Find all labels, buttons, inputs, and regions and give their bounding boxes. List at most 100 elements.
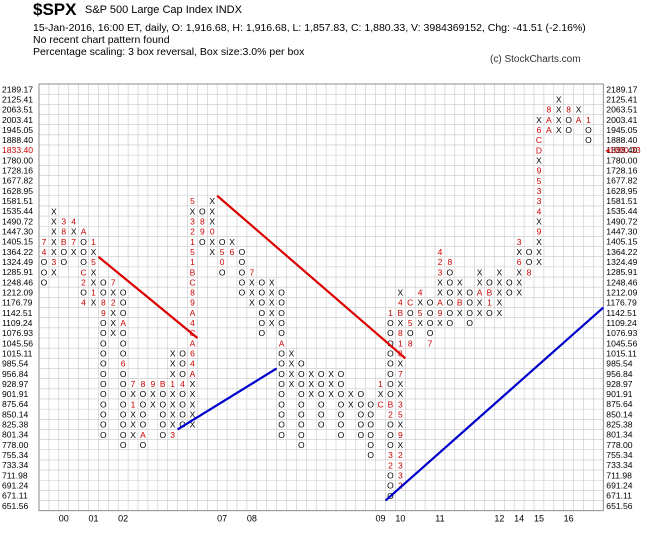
o-box: O [100, 389, 107, 399]
month-marker: 1 [487, 298, 492, 308]
x-tick-label: 02 [118, 514, 128, 524]
x-box: X [51, 216, 57, 226]
month-marker: C [407, 298, 413, 308]
o-box: O [120, 328, 127, 338]
x-box: X [91, 298, 97, 308]
y-tick-label-right: 1364.22 [606, 247, 637, 257]
copyright: (c) StockCharts.com [490, 54, 581, 65]
x-tick-label: 16 [564, 514, 574, 524]
o-box: O [120, 410, 127, 420]
y-tick-label-right: 801.34 [606, 430, 633, 440]
month-marker: 2 [111, 298, 116, 308]
plot-frame [38, 83, 604, 512]
y-tick-label-right: 1535.44 [606, 206, 637, 216]
o-box: O [298, 420, 305, 430]
o-box: O [367, 450, 374, 460]
y-tick-label-left: 711.98 [2, 470, 28, 480]
last-price-label: ◂1880.33 [605, 145, 641, 155]
y-tick-label-left: 1015.11 [2, 348, 33, 358]
x-box: X [51, 237, 57, 247]
month-marker: 5 [190, 247, 195, 257]
o-box: O [318, 369, 325, 379]
month-marker: 1 [190, 257, 195, 267]
x-box: X [110, 308, 116, 318]
y-tick-label-right: 778.00 [606, 440, 633, 450]
month-marker: A [120, 318, 126, 328]
x-box: X [437, 277, 443, 287]
month-marker: 6 [190, 349, 195, 359]
x-box: X [190, 379, 196, 389]
x-box: X [556, 125, 562, 135]
x-box: X [536, 257, 542, 267]
month-marker: A [190, 338, 196, 348]
resistance-trendline [216, 194, 407, 360]
month-marker: 4 [71, 216, 76, 226]
o-box: O [140, 410, 147, 420]
month-marker: 9 [537, 227, 542, 237]
y-tick-label-left: 1324.49 [2, 257, 33, 267]
y-tick-label-left: 928.97 [2, 379, 29, 389]
month-marker: A [477, 288, 483, 298]
month-marker: 8 [200, 216, 205, 226]
y-tick-label-right: 1142.51 [606, 308, 637, 318]
month-marker: 1 [190, 237, 195, 247]
x-box: X [328, 369, 334, 379]
y-tick-label-left: 1780.00 [2, 155, 33, 165]
x-box: X [269, 318, 275, 328]
y-tick-label-right: 1248.46 [606, 277, 637, 287]
o-box: O [447, 308, 454, 318]
o-box: O [357, 389, 364, 399]
y-tick-label-left: 825.38 [2, 420, 29, 430]
o-box: O [100, 399, 107, 409]
o-box: O [278, 359, 285, 369]
y-tick-label-left: 1677.82 [2, 176, 33, 186]
x-box: X [51, 247, 57, 257]
support-trendline [177, 367, 278, 431]
o-box: O [199, 237, 206, 247]
y-tick-label-left: 1581.51 [2, 196, 33, 206]
x-box: X [417, 298, 423, 308]
o-box: O [367, 399, 374, 409]
x-box: X [398, 420, 404, 430]
month-marker: C [80, 267, 86, 277]
o-box: O [278, 420, 285, 430]
y-tick-label-right: 1324.49 [606, 257, 637, 267]
x-box: X [170, 399, 176, 409]
o-box: O [466, 288, 473, 298]
x-box: X [170, 349, 176, 359]
o-box: O [278, 328, 285, 338]
x-box: X [190, 206, 196, 216]
x-box: X [398, 318, 404, 328]
y-tick-label-left: 1945.05 [2, 125, 33, 135]
month-marker: 1 [131, 399, 136, 409]
o-box: O [278, 399, 285, 409]
month-marker: B [61, 237, 67, 247]
o-box: O [278, 308, 285, 318]
y-tick-label-right: 1015.11 [606, 348, 637, 358]
month-marker: B [398, 308, 404, 318]
x-box: X [516, 247, 522, 257]
month-marker: 5 [91, 257, 96, 267]
y-tick-label-left: 1364.22 [2, 247, 33, 257]
month-marker: 3 [61, 216, 66, 226]
y-tick-label-left: 901.91 [2, 389, 29, 399]
month-marker: 3 [398, 399, 403, 409]
month-marker: A [279, 338, 285, 348]
o-box: O [318, 399, 325, 409]
y-tick-label-left: 2063.51 [2, 105, 33, 115]
month-marker: 1 [170, 379, 175, 389]
month-marker: 4 [81, 298, 86, 308]
y-tick-label-left: 755.34 [2, 450, 29, 460]
month-marker: 5 [220, 247, 225, 257]
o-box: O [585, 135, 592, 145]
x-box: X [289, 359, 295, 369]
y-tick-label-right: 2125.41 [606, 94, 637, 104]
o-box: O [179, 420, 186, 430]
month-marker: A [190, 369, 196, 379]
o-box: O [427, 318, 434, 328]
y-tick-label-left: 956.84 [2, 369, 29, 379]
o-box: O [100, 288, 107, 298]
o-box: O [298, 389, 305, 399]
month-marker: C [536, 135, 542, 145]
o-box: O [120, 440, 127, 450]
